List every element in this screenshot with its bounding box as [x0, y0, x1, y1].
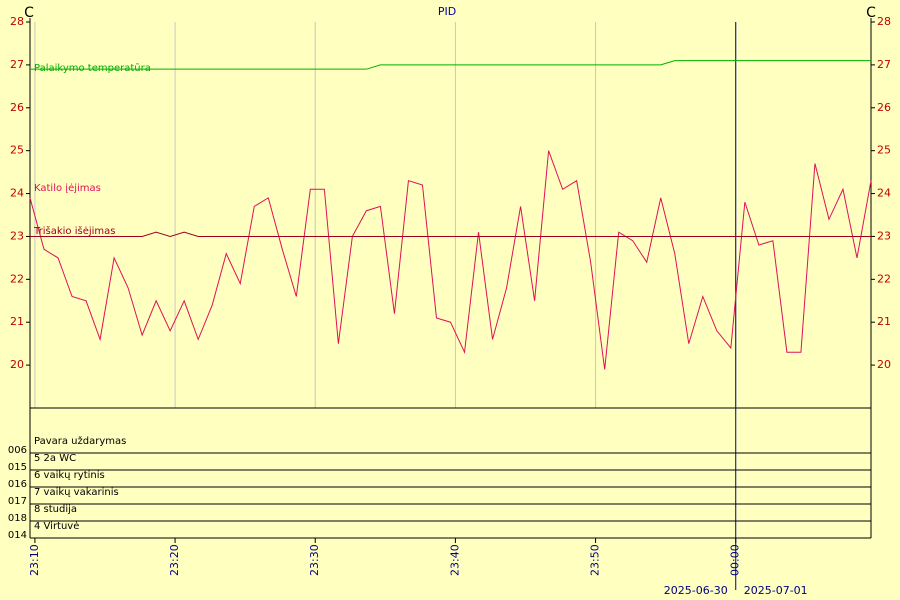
channel-code: 017 [8, 496, 27, 507]
channel-code: 018 [8, 513, 27, 524]
channel-code: 006 [8, 445, 27, 456]
y-tick-label: 24 [877, 187, 891, 200]
y-tick-label: 21 [10, 315, 24, 328]
y-tick-label: 27 [877, 58, 891, 71]
y-tick-label: 23 [877, 229, 891, 242]
x-tick-label: 23:30 [308, 544, 321, 576]
channel-name: 7 vaikų vakarinis [34, 487, 119, 498]
series-line [29, 150, 872, 370]
y-tick-label: 22 [877, 272, 891, 285]
date-label: 2025-06-30 [664, 584, 728, 597]
channel-name: 4 Virtuvė [34, 521, 79, 532]
channel-code: 016 [8, 479, 27, 490]
y-tick-label: 26 [877, 101, 891, 114]
channel-name: 5 2a WC [34, 453, 76, 464]
y-tick-label: 28 [10, 15, 24, 28]
y-tick-label: 20 [877, 358, 891, 371]
series-line [30, 231, 871, 237]
channel-code: 015 [8, 462, 27, 473]
series-line [30, 60, 871, 70]
y-tick-label: 28 [877, 15, 891, 28]
y-tick-label: 25 [877, 144, 891, 157]
x-tick-label: 23:20 [168, 544, 181, 576]
y-tick-label: 22 [10, 272, 24, 285]
channel-header: Pavara uždarymas [34, 435, 126, 447]
legend-label: Palaikymo temperatūra [34, 63, 151, 74]
date-label: 2025-07-01 [744, 584, 808, 597]
x-tick-label: 23:50 [589, 544, 602, 576]
channel-name: 8 studija [34, 504, 77, 515]
y-tick-label: 25 [10, 144, 24, 157]
channel-name: 6 vaikų rytinis [34, 470, 105, 481]
y-tick-label: 21 [877, 315, 891, 328]
x-tick-label: 23:40 [448, 544, 461, 576]
y-tick-label: 27 [10, 58, 24, 71]
y-tick-label: 20 [10, 358, 24, 371]
channel-code: 014 [8, 530, 27, 541]
y-tick-label: 23 [10, 229, 24, 242]
x-tick-label: 23:10 [28, 544, 41, 576]
y-axis-label-left: C [24, 5, 34, 21]
y-tick-label: 24 [10, 187, 24, 200]
legend-label: Katilo įėjimas [34, 183, 101, 194]
chart-title: PID [438, 5, 456, 18]
y-tick-label: 26 [10, 101, 24, 114]
y-axis-label-right: C [866, 5, 876, 21]
legend-label: Trišakio išėjimas [33, 225, 116, 237]
